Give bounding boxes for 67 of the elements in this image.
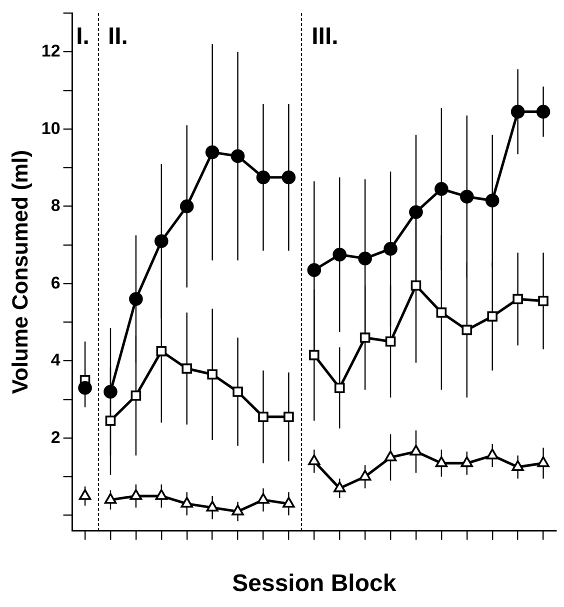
point [284,412,294,422]
point [104,493,117,504]
point [78,380,92,395]
point [307,263,322,277]
x-axis-title: Session Block [232,570,397,598]
point [410,444,422,456]
point [334,382,345,394]
point [180,199,194,214]
annotation: III. [312,22,338,50]
point [205,145,220,160]
y-tick-label: 12 [41,42,60,61]
point [409,205,423,220]
point [384,450,397,462]
point [154,234,168,248]
point [257,493,270,504]
y-tick-label: 4 [50,350,61,370]
point [104,384,118,399]
point [282,170,296,184]
point [434,182,448,196]
point [182,363,192,374]
y-tick-label: 10 [41,118,60,138]
point [358,252,372,266]
point [360,332,370,343]
point [510,104,525,119]
point [180,496,193,508]
point [436,307,447,318]
y-tick-label: 6 [50,273,60,292]
point [512,294,523,304]
point [385,336,396,347]
point [308,454,320,466]
point [130,489,142,500]
point [256,170,270,184]
point [332,248,347,262]
point [512,460,524,471]
point [410,280,422,291]
point [258,412,268,422]
point [78,489,92,500]
point [537,456,550,468]
point [485,194,500,208]
point [384,242,398,256]
annotation: I. [76,22,90,50]
point [358,470,372,481]
point [282,496,295,508]
point [460,190,474,204]
point [155,489,168,500]
point [232,504,244,516]
y-tick-label: 8 [50,196,60,216]
point [129,292,143,306]
point [206,500,218,512]
point [334,481,346,492]
point [207,369,218,380]
point [309,350,320,360]
point [460,456,473,468]
point [487,311,498,322]
point [538,296,548,306]
point [230,149,245,164]
point [130,390,142,401]
point [156,346,167,356]
point [486,448,498,460]
y-tick-label: 2 [50,428,60,447]
point [536,104,550,119]
point [105,416,116,426]
y-axis-title: Volume Consumed (ml) [7,150,32,394]
point [435,456,448,468]
annotation: II. [108,22,128,50]
point [462,324,472,336]
point [232,386,243,397]
